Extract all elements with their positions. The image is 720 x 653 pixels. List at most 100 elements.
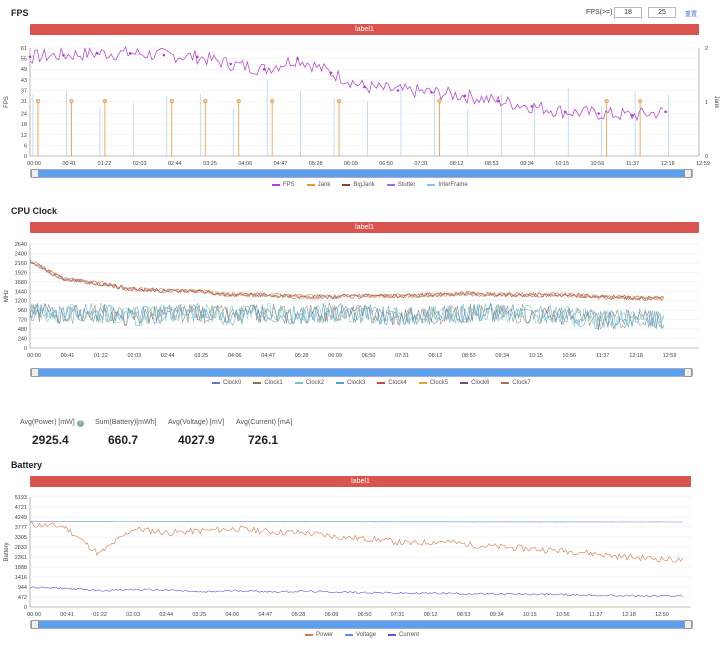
- x-tick-label: 10:56: [556, 612, 570, 618]
- cpu-zoom-handle-right[interactable]: [684, 368, 692, 377]
- x-tick-label: 11:37: [589, 612, 602, 618]
- fps-point: [630, 113, 634, 117]
- x-tick-label: 03:25: [203, 161, 217, 167]
- legend-label: Clock3: [347, 380, 366, 386]
- fps-point: [162, 53, 166, 57]
- battery-zoom-slider[interactable]: [30, 620, 693, 629]
- legend-swatch: [305, 634, 313, 636]
- fps-threshold-a-input[interactable]: 18: [614, 7, 642, 18]
- fps-point: [229, 62, 232, 66]
- y-tick-label: 1920: [15, 270, 27, 276]
- legend-item[interactable]: FPS: [272, 182, 295, 188]
- x-tick-label: 09:34: [495, 353, 509, 359]
- legend-item[interactable]: Current: [388, 632, 419, 638]
- y-tick-label: 3777: [15, 525, 27, 531]
- fps-threshold-label: FPS(>=): [586, 9, 613, 16]
- x-tick-label: 06:50: [379, 161, 393, 167]
- fps-threshold-b-input[interactable]: 25: [648, 7, 676, 18]
- legend-item[interactable]: InterFrame: [427, 182, 468, 188]
- legend-item[interactable]: Clock6: [460, 380, 489, 386]
- y-tick-label: 4249: [15, 515, 27, 521]
- cpu-zoom-slider[interactable]: [30, 368, 693, 377]
- battery-series-line: [30, 520, 683, 523]
- battery-zoom-range[interactable]: [39, 621, 684, 628]
- legend-item[interactable]: Power: [305, 632, 333, 638]
- y-tick-label: 49: [21, 67, 27, 73]
- fps-zoom-range[interactable]: [39, 170, 684, 177]
- legend-item[interactable]: Voltage: [345, 632, 376, 638]
- jank-point: [203, 99, 208, 104]
- y-tick-label: 0: [24, 346, 27, 352]
- battery-series-line: [29, 586, 683, 598]
- avg-power-value: 2925.4: [32, 433, 69, 447]
- y-tick-label: 944: [18, 585, 27, 591]
- legend-item[interactable]: Clock2: [294, 380, 324, 386]
- y-tick-label: 5193: [15, 495, 27, 501]
- x-tick-label: 01:22: [98, 161, 112, 167]
- x-tick-label: 00:41: [61, 353, 75, 359]
- x-tick-label: 04:47: [258, 612, 272, 618]
- cpu-series-line: [29, 261, 664, 301]
- legend-item[interactable]: Clock3: [336, 380, 365, 386]
- legend-item[interactable]: BigJank: [342, 182, 375, 188]
- y-tick-label: 3305: [15, 535, 27, 541]
- x-tick-label: 04:06: [225, 612, 239, 618]
- fps-point: [195, 55, 199, 59]
- fps-point: [95, 52, 99, 55]
- legend-item[interactable]: Stutter: [386, 182, 415, 188]
- legend-item[interactable]: Jank: [306, 182, 330, 188]
- jank-point: [604, 99, 609, 104]
- cpu-zoom-handle-left[interactable]: [31, 368, 39, 377]
- x-tick-label: 02:44: [161, 353, 175, 359]
- jank-point: [336, 99, 342, 104]
- y2-tick-label: 0: [705, 154, 708, 160]
- fps-zoom-handle-right[interactable]: [684, 169, 692, 178]
- x-tick-label: 12:18: [629, 353, 643, 359]
- y-tick-label: 4721: [15, 505, 27, 511]
- x-tick-label: 00:00: [27, 161, 41, 167]
- cpu-series-line: [29, 302, 664, 330]
- fps-point: [463, 94, 467, 98]
- cpu-series-line: [29, 260, 664, 302]
- reset-link[interactable]: 重置: [685, 12, 698, 18]
- x-tick-label: 01:22: [94, 353, 108, 359]
- legend-label: Current: [399, 632, 420, 638]
- legend-swatch: [294, 382, 303, 384]
- legend-item[interactable]: Clock4: [377, 380, 407, 386]
- x-tick-label: 00:00: [27, 612, 41, 618]
- y-axis-label: MHz: [4, 290, 10, 302]
- y2-axis-label: Jank: [713, 96, 719, 110]
- sum-battery-value: 660.7: [108, 433, 139, 447]
- legend-swatch: [388, 634, 397, 636]
- fps-zoom-slider[interactable]: [30, 169, 693, 178]
- fps-point: [262, 67, 266, 71]
- cpu-series-line: [29, 303, 664, 330]
- legend-label: FPS: [283, 182, 295, 188]
- fps-zoom-handle-left[interactable]: [31, 169, 39, 178]
- legend-label: InterFrame: [438, 182, 468, 188]
- y-tick-label: 43: [21, 78, 27, 84]
- legend-swatch: [212, 382, 220, 384]
- legend-item[interactable]: Clock7: [501, 380, 531, 386]
- x-tick-label: 01:22: [93, 612, 107, 618]
- legend-item[interactable]: Clock1: [253, 380, 283, 386]
- jank-point: [102, 99, 107, 104]
- legend-label: BigJank: [353, 182, 375, 188]
- fps-point: [597, 112, 600, 115]
- legend-item[interactable]: Clock0: [212, 380, 241, 386]
- y-tick-label: 960: [18, 308, 27, 314]
- x-tick-label: 08:12: [424, 612, 438, 618]
- x-tick-label: 00:41: [60, 612, 74, 618]
- legend-label: Clock0: [223, 380, 242, 386]
- x-tick-label: 06:09: [344, 161, 358, 167]
- jank-point: [637, 99, 643, 104]
- cpu-zoom-range[interactable]: [39, 369, 684, 376]
- question-circle-icon[interactable]: ?: [76, 420, 84, 427]
- battery-zoom-handle-left[interactable]: [31, 620, 39, 629]
- battery-zoom-handle-right[interactable]: [684, 620, 692, 629]
- fps-legend: FPS Jank BigJank Stutter InterFrame: [272, 182, 468, 188]
- legend-item[interactable]: Clock5: [418, 380, 448, 386]
- cpu-chart: 0 240 480 720 960 1200 1440 1680 1920 2160 2400 264…: [4, 242, 699, 359]
